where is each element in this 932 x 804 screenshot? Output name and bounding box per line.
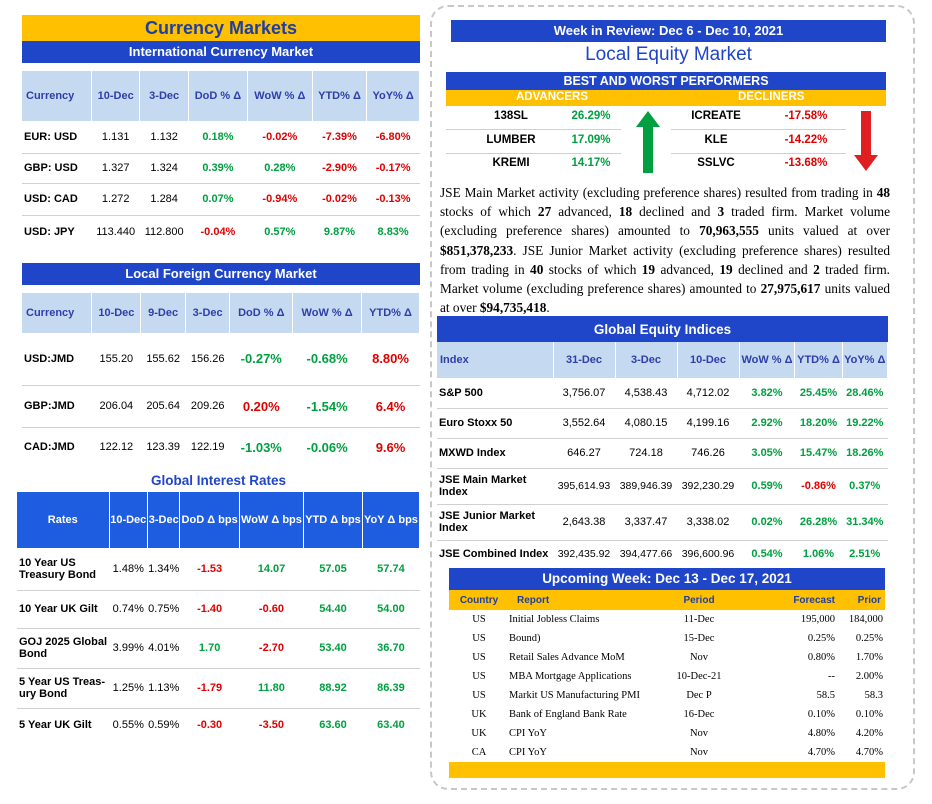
performers-area: 138SL 26.29% LUMBER 17.09% KREMI 14.17% … — [446, 107, 886, 177]
advancer-name: 138SL — [494, 110, 528, 122]
performers-divider — [446, 129, 621, 130]
advancer-value: 26.29% — [571, 110, 611, 122]
col-header: DoD % Δ — [229, 293, 294, 333]
advancer-name: LUMBER — [486, 134, 536, 146]
col-header: Currency — [22, 71, 92, 121]
col-header: Currency — [22, 293, 93, 333]
col-header: WoW % Δ — [292, 293, 363, 333]
intl-currency-table: Currency 10-Dec 3-Dec DoD % Δ WoW % Δ YT… — [22, 71, 420, 249]
performers-divider — [671, 129, 846, 130]
col-header: Period — [649, 590, 749, 610]
global-equity-table: Index 31-Dec 3-Dec 10-Dec WoW % Δ YTD% Δ… — [437, 342, 888, 568]
col-header: 9-Dec — [140, 293, 186, 333]
table-row: USD:JMD 155.20 155.62 156.26 -0.27% -0.6… — [22, 333, 420, 386]
table-row: 5 Year UK Gilt 0.55% 0.59% -0.30 -3.50 6… — [19, 719, 405, 732]
col-header: WoW Δ bps — [239, 492, 305, 548]
advancers-label: ADVANCERS — [516, 91, 588, 103]
col-header: 3-Dec — [139, 71, 189, 121]
table-row: US Markit US Manufacturing PMI Dec P 58.… — [472, 690, 883, 701]
currency-markets-title: Currency Markets — [22, 15, 420, 41]
upcoming-week-title: Upcoming Week: Dec 13 - Dec 17, 2021 — [449, 568, 885, 590]
local-currency-title: Local Foreign Currency Market — [22, 263, 420, 293]
table-row: US Bound) 15-Dec 0.25% 0.25% — [472, 633, 883, 644]
table-row: US Retail Sales Advance MoM Nov 0.80% 1.… — [472, 652, 883, 663]
table-row: JSE Combined Index 392,435.92 394,477.66… — [439, 548, 881, 561]
upcoming-week-table: Country Report Period Forecast Prior US … — [449, 590, 885, 762]
best-worst-title: BEST AND WORST PERFORMERS — [446, 72, 886, 90]
col-header: YTD% Δ — [361, 293, 420, 333]
col-header: Country — [449, 590, 509, 610]
performers-divider — [671, 153, 846, 154]
col-header: DoD % Δ — [188, 71, 248, 121]
table-row: 10 Year UK Gilt 0.74% 0.75% -1.40 -0.60 … — [17, 590, 420, 629]
col-header: Index — [437, 342, 554, 378]
global-equity-title: Global Equity Indices — [437, 316, 888, 342]
advancer-value: 17.09% — [571, 134, 611, 146]
table-row: GOJ 2025 Global Bond 3.99% 4.01% 1.70 -2… — [17, 628, 420, 669]
local-equity-title: Local Equity Market — [585, 44, 752, 65]
table-row: S&P 500 3,756.07 4,538.43 4,712.02 3.82%… — [437, 378, 888, 409]
col-header: YoY Δ bps — [362, 492, 421, 548]
advancer-name: KREMI — [492, 157, 530, 169]
col-header: 10-Dec — [109, 492, 149, 548]
table-row: US MBA Mortgage Applications 10-Dec-21 -… — [472, 671, 883, 682]
table-row: GBP: USD 1.327 1.324 0.39% 0.28% -2.90% … — [22, 153, 420, 184]
table-row: 10 Year US Treasury Bond 1.48% 1.34% -1.… — [17, 548, 420, 591]
table-row: USD: CAD 1.272 1.284 0.07% -0.94% -0.02%… — [22, 183, 420, 216]
decliner-name: ICREATE — [691, 110, 741, 122]
decliner-name: SSLVC — [697, 157, 735, 169]
right-panel-border — [430, 5, 915, 790]
col-header: YoY% Δ — [842, 342, 888, 378]
advancer-value: 14.17% — [571, 157, 611, 169]
col-header: YTD% Δ — [312, 71, 368, 121]
col-header: Prior — [835, 590, 885, 610]
decliner-value: -13.68% — [784, 157, 828, 169]
col-header: 10-Dec — [677, 342, 740, 378]
global-rates-table: Rates 10-Dec 3-Dec DoD Δ bps WoW Δ bps Y… — [17, 492, 421, 742]
table-row: MXWD Index 646.27 724.18 746.26 3.05% 15… — [437, 438, 888, 469]
table-row: CAD:JMD 122.12 123.39 122.19 -1.03% -0.0… — [24, 439, 406, 455]
col-header: 3-Dec — [615, 342, 678, 378]
col-header: WoW % Δ — [247, 71, 313, 121]
intl-currency-title: International Currency Market — [22, 41, 420, 71]
col-header: 3-Dec — [147, 492, 181, 548]
col-header: Forecast — [749, 590, 835, 610]
table-row: USD: JPY 113.440 112.800 -0.04% 0.57% 9.… — [24, 226, 409, 239]
down-arrow-icon — [854, 111, 878, 171]
col-header: YTD Δ bps — [303, 492, 363, 548]
table-row: GBP:JMD 206.04 205.64 209.26 0.20% -1.54… — [22, 385, 420, 428]
local-currency-table: Currency 10-Dec 9-Dec 3-Dec DoD % Δ WoW … — [22, 293, 420, 467]
table-row: EUR: USD 1.131 1.132 0.18% -0.02% -7.39%… — [22, 121, 420, 154]
decliner-name: KLE — [704, 134, 728, 146]
table-row: UK CPI YoY Nov 4.80% 4.20% — [471, 728, 883, 739]
col-header: Report — [509, 590, 649, 610]
col-header: YTD% Δ — [794, 342, 843, 378]
col-header: 3-Dec — [185, 293, 231, 333]
table-row: JSE Main Market Index 395,614.93 389,946… — [437, 468, 888, 505]
col-header: WoW % Δ — [739, 342, 796, 378]
col-header: 10-Dec — [91, 71, 141, 121]
col-header: DoD Δ bps — [179, 492, 240, 548]
table-row: UK Bank of England Bank Rate 16-Dec 0.10… — [471, 709, 883, 720]
table-row: 5 Year US Treas-ury Bond 1.25% 1.13% -1.… — [17, 668, 420, 709]
up-arrow-icon — [636, 111, 660, 173]
decliners-label: DECLINERS — [738, 91, 805, 103]
decliner-value: -17.58% — [784, 110, 828, 122]
adv-dec-bar: ADVANCERS DECLINERS — [446, 90, 886, 106]
global-rates-title: Global Interest Rates — [150, 473, 287, 488]
col-header: Rates — [17, 492, 110, 548]
week-review-title: Week in Review: Dec 6 - Dec 10, 2021 — [451, 20, 886, 42]
table-row: JSE Junior Market Index 2,643.38 3,337.4… — [437, 504, 888, 541]
col-header: 10-Dec — [91, 293, 142, 333]
decliner-value: -14.22% — [784, 134, 828, 146]
col-header: YoY% Δ — [366, 71, 420, 121]
table-row: US Initial Jobless Claims 11-Dec 195,000… — [472, 614, 883, 625]
table-row: Euro Stoxx 50 3,552.64 4,080.15 4,199.16… — [437, 408, 888, 439]
performers-divider — [446, 153, 621, 154]
market-summary-paragraph: JSE Main Market activity (excluding pref… — [440, 185, 891, 316]
upcoming-footer-bar — [449, 762, 885, 778]
table-row: CA CPI YoY Nov 4.70% 4.70% — [471, 747, 883, 758]
col-header: 31-Dec — [553, 342, 616, 378]
